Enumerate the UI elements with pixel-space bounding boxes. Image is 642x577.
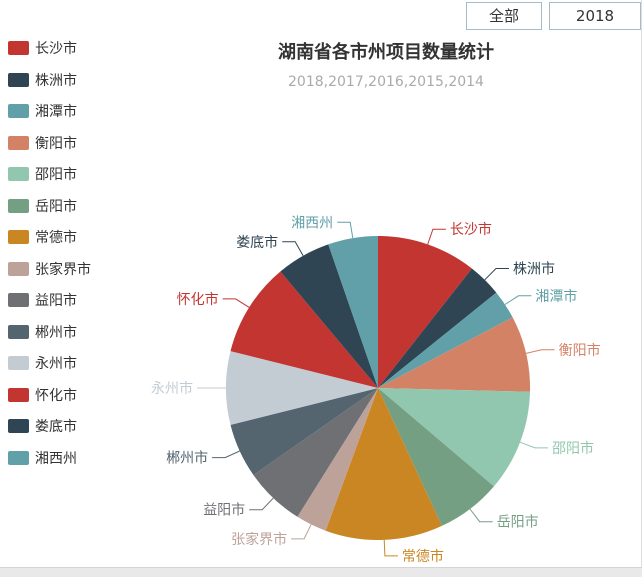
legend-swatch — [8, 387, 29, 402]
pie-label-line — [484, 268, 509, 281]
pie-label: 邵阳市 — [552, 440, 594, 457]
pie-label: 株洲市 — [513, 261, 555, 278]
legend-swatch — [8, 450, 29, 465]
pie-label-line — [212, 450, 240, 459]
legend-item-5[interactable]: 岳阳市 — [8, 196, 77, 216]
pie-slice-7[interactable] — [297, 388, 378, 531]
legend-item-10[interactable]: 永州市 — [8, 353, 77, 373]
pie-label-line — [519, 441, 548, 449]
legend-swatch — [8, 41, 29, 55]
legend-label: 邵阳市 — [35, 167, 77, 183]
legend-swatch — [8, 324, 29, 339]
pie-slice-2[interactable] — [378, 292, 513, 388]
legend-label: 湘潭市 — [35, 104, 77, 120]
pie-label-line — [249, 497, 274, 511]
legend-label: 张家界市 — [35, 261, 91, 278]
pie-label: 湘西州 — [291, 215, 333, 231]
legend-swatch — [8, 419, 29, 433]
legend-label: 怀化市 — [35, 387, 77, 404]
legend-item-7[interactable]: 张家界市 — [8, 259, 91, 279]
legend-item-13[interactable]: 湘西州 — [8, 448, 77, 468]
pie-label-line — [222, 298, 250, 308]
pie-slice-3[interactable] — [378, 317, 531, 392]
chart-title: 湖南省各市州项目数量统计 — [278, 42, 494, 63]
pie-label: 岳阳市 — [497, 514, 539, 531]
pie-slice-12[interactable] — [280, 244, 378, 388]
pie-slice-9[interactable] — [230, 388, 379, 475]
legend-item-12[interactable]: 娄底市 — [8, 416, 77, 436]
legend-swatch — [8, 72, 29, 87]
legend-label: 益阳市 — [35, 293, 77, 309]
pie-slice-5[interactable] — [378, 388, 494, 526]
pie-label-line — [291, 524, 312, 540]
legend-label: 湘西州 — [35, 450, 77, 467]
legend-swatch — [8, 356, 29, 370]
pie-label-line — [337, 221, 354, 239]
legend-swatch — [8, 104, 29, 118]
pie-label: 长沙市 — [450, 221, 492, 238]
legend-item-3[interactable]: 衡阳市 — [8, 133, 77, 153]
chart-legend: 长沙市株洲市湘潭市衡阳市邵阳市岳阳市常德市张家界市益阳市郴州市永州市怀化市娄底市… — [8, 0, 128, 500]
legend-swatch — [8, 198, 29, 213]
legend-label: 衡阳市 — [35, 135, 77, 152]
legend-item-6[interactable]: 常德市 — [8, 227, 77, 247]
legend-item-9[interactable]: 郴州市 — [8, 322, 77, 342]
legend-item-1[interactable]: 株洲市 — [8, 70, 77, 90]
legend-label: 岳阳市 — [35, 198, 77, 215]
pie-label-line — [525, 349, 555, 354]
legend-item-8[interactable]: 益阳市 — [8, 290, 77, 310]
pie-label: 湘潭市 — [535, 288, 577, 305]
pie-label: 张家界市 — [231, 531, 287, 548]
pie-slice-4[interactable] — [378, 388, 530, 487]
pie-slice-10[interactable] — [225, 351, 378, 425]
legend-swatch — [8, 135, 29, 150]
legend-item-0[interactable]: 长沙市 — [8, 38, 77, 58]
legend-label: 永州市 — [35, 356, 77, 372]
pie-slice-6[interactable] — [325, 388, 442, 541]
legend-label: 娄底市 — [35, 419, 77, 435]
pie-label: 常德市 — [402, 548, 444, 565]
pie-label: 衡阳市 — [559, 342, 601, 359]
legend-item-4[interactable]: 邵阳市 — [8, 164, 77, 184]
pie-label-line — [469, 508, 493, 523]
pie-slice-11[interactable] — [230, 271, 379, 389]
legend-item-11[interactable]: 怀化市 — [8, 385, 77, 405]
footer-strip — [0, 567, 642, 577]
legend-label: 株洲市 — [35, 72, 77, 89]
pie-slice-0[interactable] — [378, 236, 472, 388]
legend-swatch — [8, 293, 29, 307]
pie-label-line — [504, 295, 532, 305]
pie-label-line — [282, 241, 304, 256]
chart-subtitle: 2018,2017,2016,2015,2014 — [288, 74, 484, 90]
pie-slice-1[interactable] — [378, 268, 497, 389]
pie-slice-13[interactable] — [328, 236, 378, 388]
pie-label: 永州市 — [151, 380, 193, 397]
legend-label: 常德市 — [35, 230, 77, 246]
legend-label: 长沙市 — [35, 41, 77, 57]
filter-year-button[interactable]: 2018 — [549, 2, 641, 30]
legend-swatch — [8, 167, 29, 181]
pie-label: 娄底市 — [236, 234, 278, 251]
pie-label: 郴州市 — [166, 450, 208, 467]
pie-label-line — [427, 228, 446, 245]
pie-slice-8[interactable] — [253, 388, 378, 517]
pie-label: 怀化市 — [177, 291, 219, 308]
pie-label: 益阳市 — [203, 502, 245, 519]
filter-all-button[interactable]: 全部 — [466, 2, 542, 30]
legend-item-2[interactable]: 湘潭市 — [8, 101, 77, 121]
legend-label: 郴州市 — [35, 324, 77, 341]
legend-swatch — [8, 261, 29, 276]
filter-toolbar: 全部 2018 — [466, 2, 641, 30]
legend-swatch — [8, 230, 29, 244]
pie-label-line — [383, 539, 398, 557]
